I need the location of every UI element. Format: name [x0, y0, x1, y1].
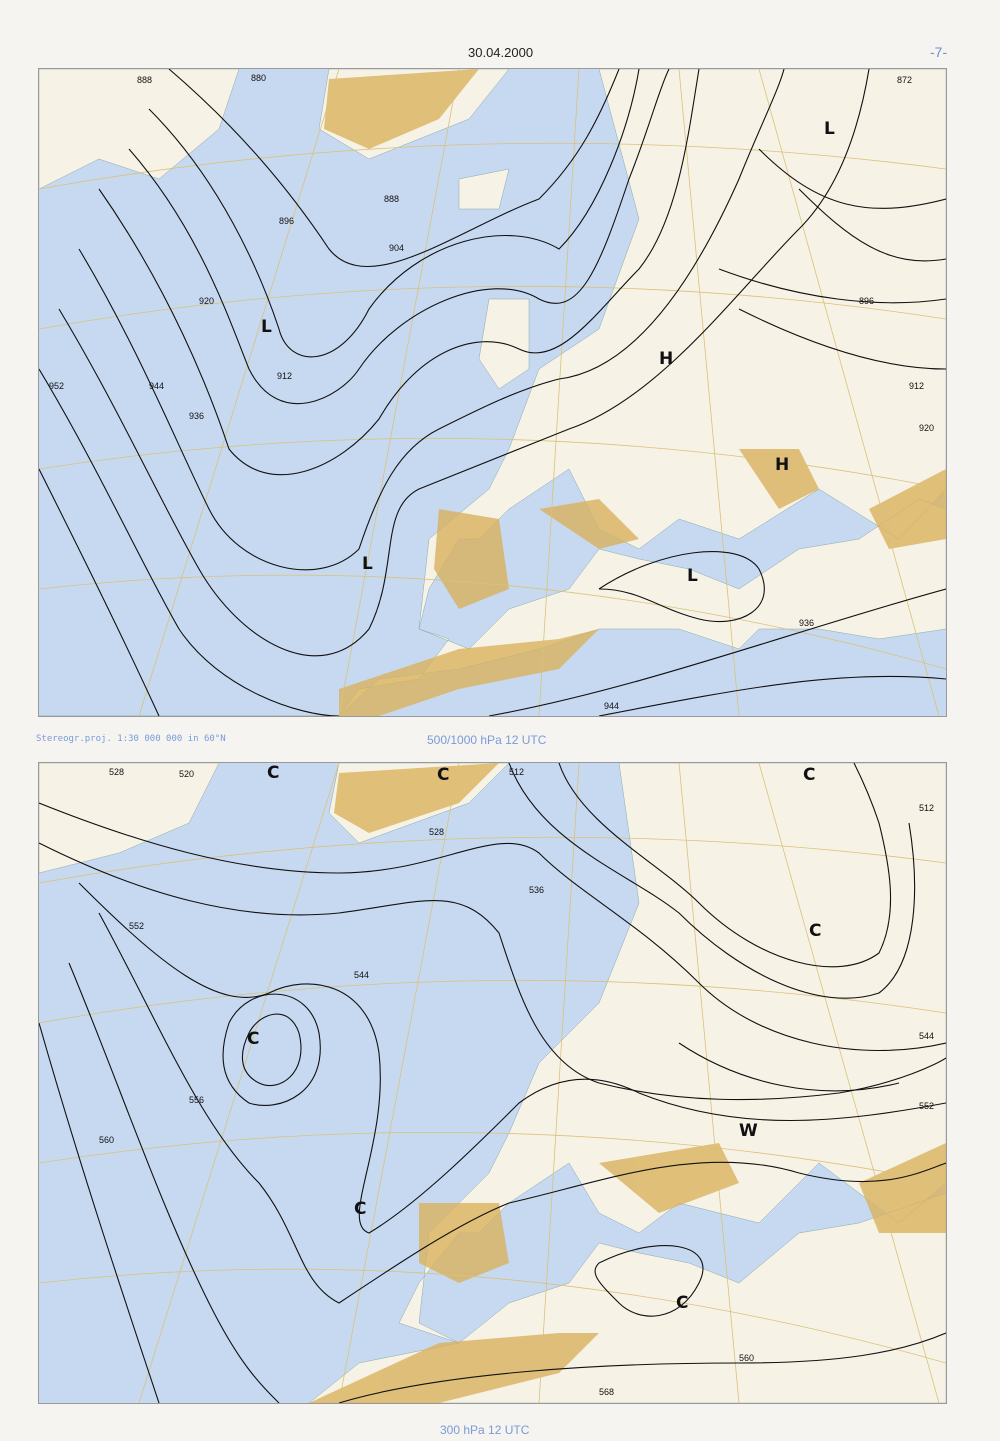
- contour-label: 888: [137, 75, 152, 85]
- map-500-graphics: 888 880 872 888 896 904 912 920 936 944 …: [39, 69, 946, 716]
- map-bottom-caption: 300 hPa 12 UTC: [440, 1423, 530, 1437]
- contours: [39, 763, 946, 1403]
- contour-label: 556: [189, 1095, 204, 1105]
- contour-label: 528: [429, 827, 444, 837]
- low-center: L: [687, 566, 698, 586]
- contour-label: 920: [919, 423, 934, 433]
- map-300hpa: 528 520 512 536 528 544 552 556 560 564 …: [38, 762, 947, 1404]
- warm-center: W: [739, 1121, 758, 1141]
- cyclone-center: C: [809, 921, 822, 941]
- low-center: L: [824, 119, 835, 139]
- contour-label: 896: [279, 216, 294, 226]
- contour-label: 544: [919, 1031, 934, 1041]
- low-center: L: [261, 317, 272, 337]
- page-number: -7-: [930, 44, 948, 60]
- contour-label: 520: [179, 769, 194, 779]
- map-300-graphics: 528 520 512 536 528 544 552 556 560 564 …: [39, 763, 946, 1403]
- cyclone-center: C: [676, 1293, 689, 1313]
- contour-label: 552: [129, 921, 144, 931]
- contour-label: 920: [199, 296, 214, 306]
- map-top-caption: 500/1000 hPa 12 UTC: [427, 733, 547, 747]
- high-center: H: [659, 349, 674, 369]
- contour-label: 544: [354, 970, 369, 980]
- date-label: 30.04.2000: [468, 45, 534, 60]
- contour-label: 528: [109, 767, 124, 777]
- contour-label: 944: [604, 701, 619, 711]
- contour-label: 536: [529, 885, 544, 895]
- cyclone-center: C: [354, 1199, 367, 1219]
- contour-label: 560: [739, 1353, 754, 1363]
- map-500-1000hpa: 888 880 872 888 896 904 912 920 936 944 …: [38, 68, 947, 717]
- cyclone-center: C: [247, 1029, 260, 1049]
- contour-label: 896: [859, 296, 874, 306]
- contour-label: 936: [189, 411, 204, 421]
- cyclone-center: C: [803, 765, 816, 785]
- contour-label: 512: [919, 803, 934, 813]
- contour-label: 912: [277, 371, 292, 381]
- contour-labels: 528 520 512 536 528 544 552 556 560 564 …: [99, 767, 934, 1397]
- contour-label: 880: [251, 73, 266, 83]
- high-center: H: [775, 455, 790, 475]
- low-center: L: [362, 554, 373, 574]
- contours: [39, 69, 946, 716]
- contour-label: 888: [384, 194, 399, 204]
- high-terrain: [324, 69, 946, 716]
- contour-label: 904: [389, 243, 404, 253]
- contour-label: 568: [599, 1387, 614, 1397]
- contour-label: 512: [509, 767, 524, 777]
- contour-labels: 888 880 872 888 896 904 912 920 936 944 …: [49, 73, 934, 711]
- graticule: [39, 69, 946, 716]
- land-areas: [39, 763, 946, 1403]
- contour-label: 944: [149, 381, 164, 391]
- contour-label: 552: [919, 1101, 934, 1111]
- contour-label: 936: [799, 618, 814, 628]
- high-terrain: [309, 763, 946, 1403]
- contour-label: 952: [49, 381, 64, 391]
- contour-label: 560: [99, 1135, 114, 1145]
- projection-note: Stereogr.proj. 1:30 000 000 in 60°N: [36, 734, 226, 744]
- contour-label: 912: [909, 381, 924, 391]
- contour-label: 872: [897, 75, 912, 85]
- cyclone-center: C: [437, 765, 450, 785]
- cyclone-center: C: [267, 763, 280, 783]
